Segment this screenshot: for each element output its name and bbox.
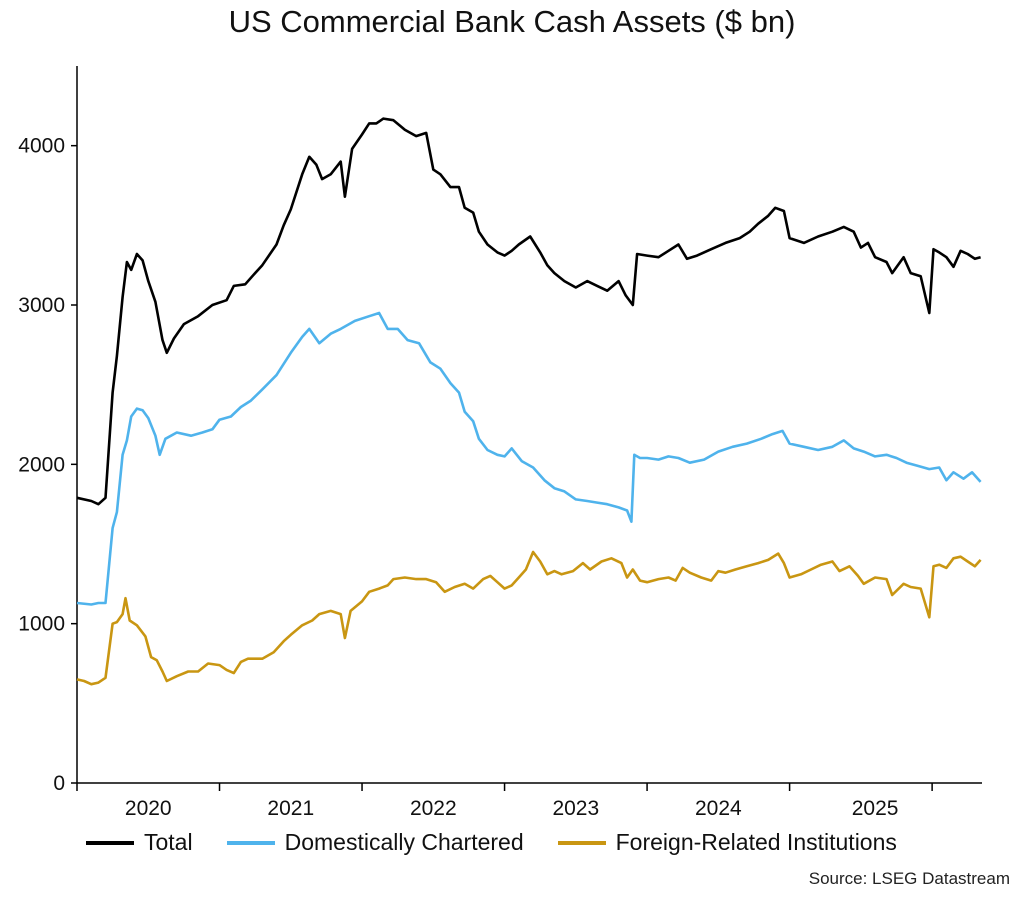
series-line-total <box>76 117 981 506</box>
x-tick-label: 2020 <box>125 797 172 820</box>
legend-item-domestically-chartered: Domestically Chartered <box>226 829 524 856</box>
series-line-domestically-chartered <box>76 311 982 606</box>
y-tick-label: 3000 <box>18 294 65 317</box>
x-tick-label: 2023 <box>552 797 599 820</box>
x-tick-label: 2022 <box>410 797 457 820</box>
legend-label-foreign-related: Foreign-Related Institutions <box>615 829 897 855</box>
x-tick-label: 2025 <box>852 797 899 820</box>
legend-item-foreign-related: Foreign-Related Institutions <box>557 829 897 856</box>
x-tick-label: 2024 <box>695 797 742 820</box>
y-tick-label: 1000 <box>18 613 65 636</box>
y-tick-label: 2000 <box>18 453 65 476</box>
legend-item-total: Total <box>86 829 193 856</box>
series-line-foreign-related <box>76 550 982 686</box>
x-tick-label: 2021 <box>267 797 314 820</box>
legend: Total Domestically Chartered Foreign-Rel… <box>86 829 931 856</box>
x-axis: 2020 2021 2022 2023 2024 2025 <box>76 782 982 820</box>
legend-label-total: Total <box>144 829 193 855</box>
chart-title: US Commercial Bank Cash Assets ($ bn) <box>228 4 796 39</box>
legend-swatch-total <box>86 840 134 845</box>
legend-swatch-foreign-related <box>557 840 606 845</box>
series-lines <box>76 117 982 686</box>
source-note: Source: LSEG Datastream <box>808 869 1010 888</box>
legend-label-domestically-chartered: Domestically Chartered <box>284 829 524 855</box>
y-axis: 0 1000 2000 3000 4000 <box>18 66 78 795</box>
legend-swatch-domestically-chartered <box>226 840 275 845</box>
y-tick-label: 0 <box>53 772 65 795</box>
y-tick-label: 4000 <box>18 135 65 158</box>
